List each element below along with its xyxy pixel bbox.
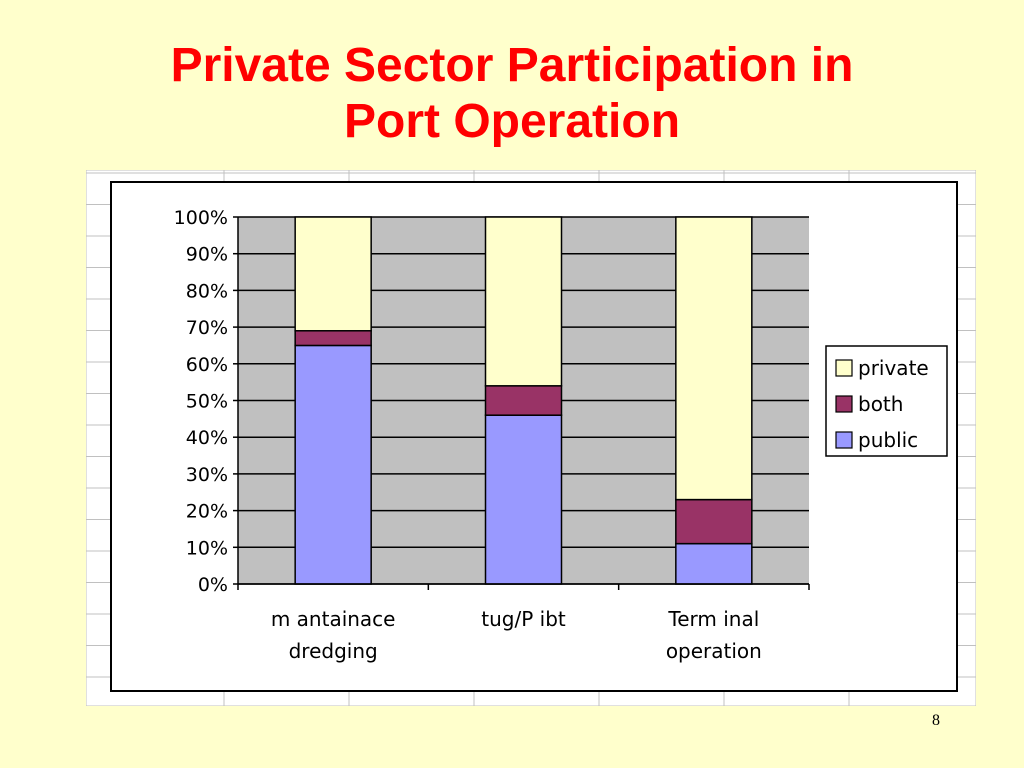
y-tick-label: 0% [198,574,228,596]
legend-label-private: private [858,356,929,380]
legend: private both public [825,345,948,457]
bar-segment-both [294,330,372,347]
bar-segment-public [484,414,563,585]
slide-title-line2: Port Operation [343,95,681,148]
y-tick-label: 50% [186,391,228,413]
bar-segment-public [675,542,753,585]
legend-label-public: public [858,428,918,452]
bar-segment-private [294,216,372,332]
y-tick-label: 90% [186,244,228,266]
y-tick-label: 60% [186,354,228,376]
bar-segment-private [484,216,563,387]
slide-title: Private Sector Participation in Port Ope… [0,38,1024,150]
slide-title-line1: Private Sector Participation in [170,39,854,92]
bar-segment-both [484,385,563,416]
x-axis-category-labels: m antainace dredging tug/P ibt Term inal ope… [271,607,762,663]
legend-label-both: both [858,392,903,416]
y-tick-label: 40% [186,427,228,449]
legend-swatch-both [835,395,853,413]
axes [233,216,810,590]
x-category-label: tug/P ibt [481,607,566,631]
stacked-bar-chart: 0% 10% 20% 30% 40% 50% 60% 70% 80% 90% 100% m anta… [85,169,977,707]
bars [294,216,753,585]
y-tick-label: 20% [186,501,228,523]
legend-swatch-public [835,431,853,449]
embedded-chart-sheet: 0% 10% 20% 30% 40% 50% 60% 70% 80% 90% 100% m anta… [85,169,977,707]
bar-segment-public [294,344,372,585]
bar-segment-private [675,216,753,501]
y-tick-label: 70% [186,317,228,339]
y-tick-label: 80% [186,280,228,302]
y-tick-label: 100% [174,207,228,229]
y-tick-label: 30% [186,464,228,486]
x-category-label: Term inal [667,607,759,631]
slide-number: 8 [932,712,940,729]
y-axis-tick-labels: 0% 10% 20% 30% 40% 50% 60% 70% 80% 90% 100% [174,207,228,596]
y-tick-label: 10% [186,537,228,559]
bar-segment-both [675,498,753,545]
x-category-label: m antainace [271,607,396,631]
x-category-label: operation [666,639,762,663]
x-category-label: dredging [289,639,378,663]
legend-swatch-private [835,359,853,377]
